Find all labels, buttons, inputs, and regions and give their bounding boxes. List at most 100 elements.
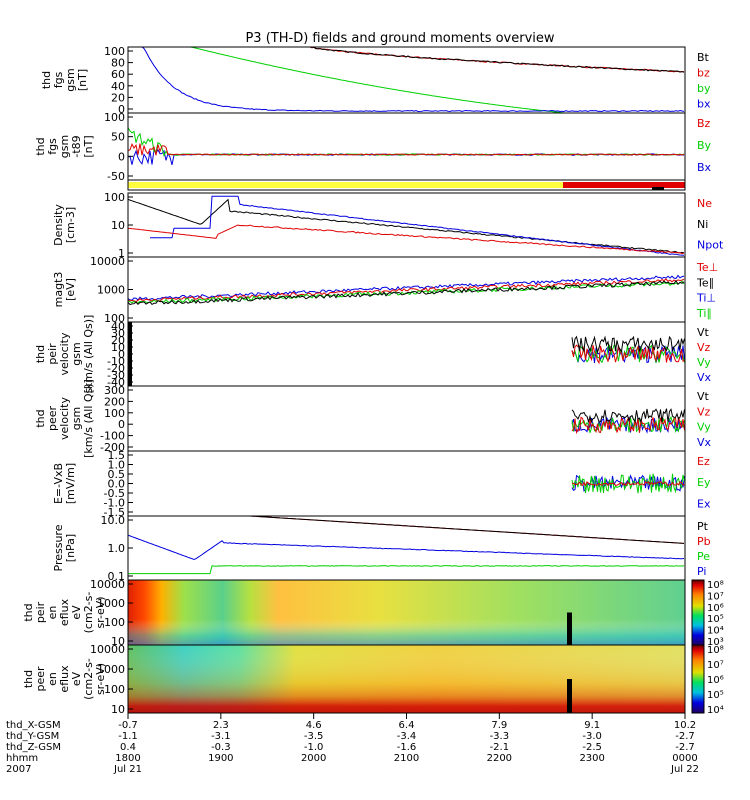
- axis-row-label: 2007: [6, 764, 31, 775]
- y-axis-label-line: velocity: [58, 332, 71, 375]
- y-axis-label-line: thd: [34, 409, 47, 427]
- heatmap-gap: [567, 679, 572, 713]
- y-tick-label: 0: [118, 418, 125, 431]
- series-line-bt: [128, 46, 685, 73]
- y-tick-label: -20: [107, 362, 125, 375]
- y-tick-label: 300: [104, 384, 125, 397]
- legend-item: Vz: [697, 341, 711, 354]
- series-noise-vt: [571, 408, 685, 424]
- legend-item: Vz: [697, 405, 711, 418]
- legend-item: Ti∥: [696, 307, 712, 320]
- x-tick-label: -1.6: [397, 742, 417, 753]
- y-tick-label: 0.5: [108, 468, 126, 481]
- y-tick-label: 10: [111, 635, 125, 648]
- x-tick-label: Jul 22: [670, 764, 699, 775]
- legend-item: bx: [697, 98, 711, 111]
- y-axis-label-line: eV: [70, 671, 83, 686]
- x-tick-label: 2100: [394, 753, 419, 764]
- y-tick-label: -1.0: [104, 497, 125, 510]
- y-axis-label: magt3 [eV]: [52, 272, 77, 308]
- x-tick-label: 7.9: [491, 720, 507, 731]
- colorbar-label: 10⁷: [707, 660, 724, 671]
- heatmap-gap: [567, 612, 572, 645]
- plot-title: P3 (TH-D) fields and ground moments over…: [245, 31, 554, 46]
- y-tick-label: 10: [111, 341, 125, 354]
- y-tick-label: -0.5: [104, 487, 125, 500]
- legend-item: Vx: [697, 371, 712, 384]
- series-line-bz: [127, 142, 685, 156]
- y-tick-label: 200: [104, 395, 125, 408]
- y-axis-label-line: magt3: [52, 272, 65, 308]
- legend-item: Ey: [697, 476, 711, 489]
- panel-fgs-dtrend: 100 50 0 -50 thd fgs gsm -t89 [nT] Bz By Bx: [34, 111, 712, 183]
- y-tick-label: 1.0: [108, 459, 126, 472]
- y-tick-label: 10: [111, 219, 125, 232]
- y-axis-label-line: sr-eV): [94, 663, 107, 695]
- y-axis-label-line: thd: [34, 345, 47, 363]
- y-tick-label: 100: [104, 407, 125, 420]
- y-axis-label: thd peer en eflux eV (cm2-s-sr-eV): [22, 658, 107, 700]
- panel-peir-en-eflux: 10000 1000 100 10 thd peir en eflux eV (cm2-s-sr-…: [22, 578, 724, 648]
- y-axis-label-line: eV: [70, 605, 83, 620]
- colorbar-label: 10⁸: [707, 645, 724, 656]
- y-tick-label: 10: [111, 703, 125, 716]
- x-tick-label: Jul 21: [113, 764, 142, 775]
- y-axis-label-line: [eV]: [64, 278, 77, 301]
- y-axis-label: thd peir en eflux eV (cm2-s-sr-eV): [22, 592, 107, 634]
- legend-item: bz: [697, 67, 710, 80]
- y-axis-label: thd fgs gsm -t89 [nT]: [34, 135, 95, 158]
- axis-row-label: thd_X-GSM: [6, 720, 61, 731]
- y-axis-label-line: [km/s (All Qs)]: [82, 315, 95, 394]
- y-tick-label: 10000: [90, 255, 125, 268]
- axis-row-label: hhmm: [6, 753, 38, 764]
- series-line-npot: [150, 195, 685, 256]
- x-tick-label: -3.3: [490, 731, 510, 742]
- legend-item: Vx: [697, 436, 712, 449]
- series-line-pe: [128, 565, 685, 575]
- y-tick-label: 0: [118, 348, 125, 361]
- y-tick-label: 100: [104, 312, 125, 325]
- legend-item: Ti⊥: [696, 292, 716, 305]
- colorbar-label: 10⁵: [707, 690, 724, 701]
- y-tick-label: 1000: [97, 597, 125, 610]
- legend-item: Bt: [697, 51, 710, 64]
- x-tick-label: 9.1: [584, 720, 600, 731]
- y-axis-label-line: gsm: [70, 407, 83, 430]
- series-noise-vt: [571, 335, 685, 354]
- series-line-bx: [128, 46, 685, 113]
- x-tick-label: -2.1: [490, 742, 510, 753]
- x-tick-label: 1900: [208, 753, 233, 764]
- x-tick-label: -3.4: [397, 731, 417, 742]
- colorbar-label: 10³: [707, 637, 724, 648]
- y-axis-label: thd fgs gsm [nT]: [40, 68, 89, 91]
- y-tick-label: 100: [104, 111, 125, 124]
- series-line-ni: [127, 198, 685, 254]
- series-line-pi: [127, 534, 685, 561]
- series-noise-ey: [571, 473, 685, 494]
- series-noise-ez: [571, 480, 685, 487]
- legend-item: Te∥: [696, 276, 714, 289]
- panel-peer-en-eflux: 10000 1000 100 10 thd peer en eflux eV (cm2-s-sr-…: [22, 643, 724, 716]
- legend-item: Ez: [697, 455, 710, 468]
- y-axis-label: thd peer velocity gsm [km/s (All Qs)]: [34, 379, 95, 458]
- y-axis-label-line: [nT]: [76, 69, 89, 91]
- y-axis-label-line: peir: [34, 601, 47, 623]
- series-noise-vz: [571, 344, 685, 365]
- y-axis-label-line: fgs: [52, 71, 65, 88]
- y-axis-label-line: gsm: [58, 135, 71, 158]
- panel-frame: [127, 321, 686, 387]
- legend-item: Pi: [697, 565, 706, 578]
- y-axis-label-line: peer: [34, 666, 47, 692]
- y-tick-label: 20: [111, 91, 125, 104]
- legend-item: Vy: [697, 356, 711, 369]
- colorbar-label: 10⁵: [707, 614, 724, 625]
- y-axis-label-line: -t89: [70, 135, 83, 157]
- y-axis-label-line: (cm2-s-: [82, 592, 95, 634]
- mode-bar-burst: [652, 187, 664, 190]
- panel-frame: [127, 256, 686, 323]
- x-tick-label: 1800: [115, 753, 140, 764]
- x-tick-label: -2.7: [675, 742, 695, 753]
- x-tick-label: 2200: [487, 753, 512, 764]
- legend-item: by: [697, 82, 711, 95]
